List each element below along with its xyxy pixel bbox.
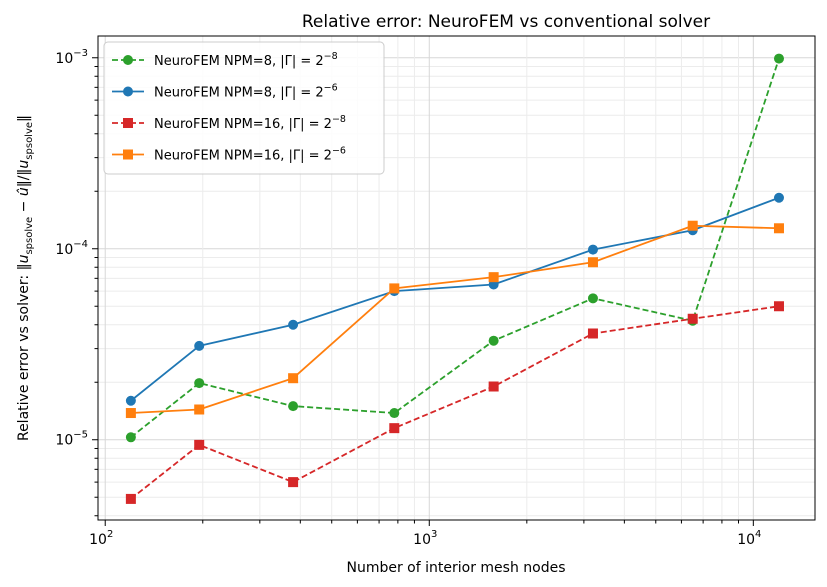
y-tick-label: 10−5 xyxy=(55,430,88,449)
y-tick-label: 10−3 xyxy=(55,48,88,67)
tick-layer: 102 103 104 10−5 10−4 10−3 xyxy=(55,48,761,548)
grid xyxy=(98,36,815,520)
data-point xyxy=(587,328,598,339)
x-axis-label: Number of interior mesh nodes xyxy=(346,560,565,576)
legend-marker xyxy=(123,118,133,128)
legend-label: NeuroFEM NPM=16, |Γ| = 2−6 xyxy=(154,146,346,164)
data-point xyxy=(389,423,400,434)
data-point xyxy=(194,340,205,351)
data-point xyxy=(194,439,205,450)
data-point xyxy=(488,381,499,392)
data-point xyxy=(773,223,784,234)
series-line xyxy=(130,196,780,402)
x-tick-label: 104 xyxy=(737,529,761,548)
series-layer xyxy=(125,53,784,504)
data-point xyxy=(488,272,499,283)
data-point xyxy=(389,408,400,419)
legend-marker xyxy=(123,55,133,65)
data-point xyxy=(773,192,784,203)
legend-item: NeuroFEM NPM=8, |Γ| = 2−8 xyxy=(112,51,338,69)
data-point xyxy=(125,408,136,419)
series-line xyxy=(130,224,780,414)
series-1 xyxy=(125,53,784,443)
x-tick-label: 102 xyxy=(89,529,113,548)
data-point xyxy=(288,477,299,488)
data-point xyxy=(288,401,299,412)
data-point xyxy=(687,313,698,324)
series-4 xyxy=(125,220,784,419)
y-tick-label: 10−4 xyxy=(55,239,88,258)
y-axis-label: Relative error vs solver: ‖uspsolve − û‖… xyxy=(16,115,35,441)
legend-label: NeuroFEM NPM=8, |Γ| = 2−8 xyxy=(154,51,338,69)
legend-box xyxy=(103,41,385,175)
data-point xyxy=(389,283,400,294)
x-tick-label: 103 xyxy=(413,529,437,548)
series-3 xyxy=(125,301,784,504)
data-point xyxy=(125,432,136,443)
data-point xyxy=(194,404,205,415)
data-point xyxy=(288,373,299,384)
legend-item: NeuroFEM NPM=16, |Γ| = 2−8 xyxy=(112,114,346,132)
data-point xyxy=(587,244,598,255)
data-point xyxy=(125,395,136,406)
data-point xyxy=(773,301,784,312)
legend: NeuroFEM NPM=8, |Γ| = 2−8 NeuroFEM NPM=8,… xyxy=(103,41,385,175)
legend-label: NeuroFEM NPM=16, |Γ| = 2−8 xyxy=(154,114,346,132)
data-point xyxy=(194,378,205,389)
legend-marker xyxy=(123,149,133,160)
data-point xyxy=(773,53,784,64)
legend-marker xyxy=(123,86,133,97)
data-point xyxy=(587,293,598,304)
data-point xyxy=(288,319,299,330)
data-point xyxy=(125,493,136,504)
legend-label: NeuroFEM NPM=8, |Γ| = 2−6 xyxy=(154,83,338,101)
series-line xyxy=(130,58,780,438)
data-point xyxy=(587,257,598,268)
legend-item: NeuroFEM NPM=16, |Γ| = 2−6 xyxy=(112,146,346,164)
chart-title: Relative error: NeuroFEM vs conventional… xyxy=(302,12,710,32)
data-point xyxy=(488,335,499,346)
legend-item: NeuroFEM NPM=8, |Γ| = 2−6 xyxy=(112,83,338,101)
data-point xyxy=(687,220,698,231)
series-line xyxy=(130,305,780,500)
